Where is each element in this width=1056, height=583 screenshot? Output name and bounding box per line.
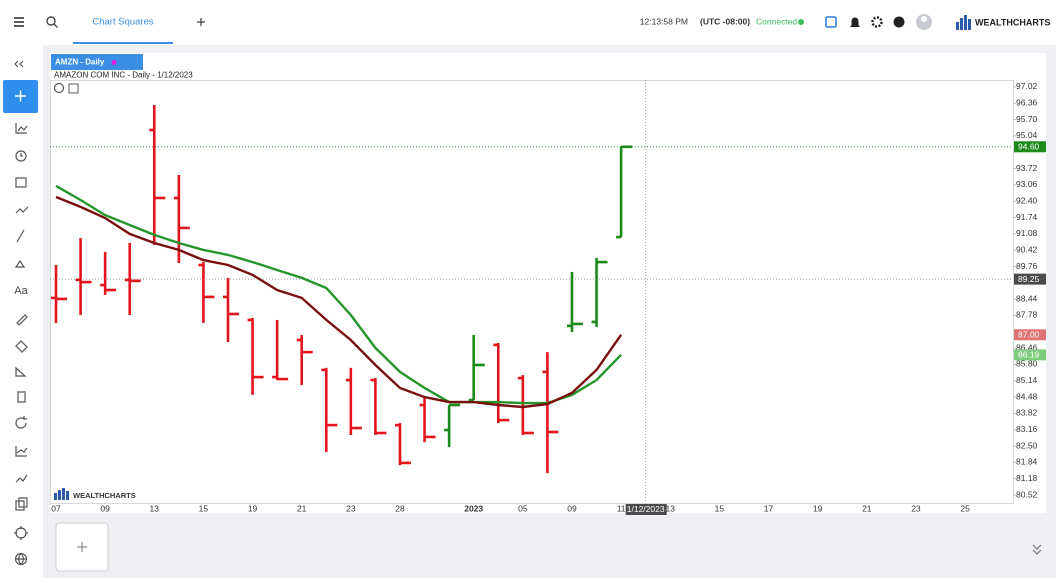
symbol-tab[interactable] xyxy=(51,54,143,70)
sidebar xyxy=(0,45,43,578)
status-dot xyxy=(798,19,804,25)
x-tick-label: 25 xyxy=(960,503,970,513)
y-tick-label: 84.48 xyxy=(1016,391,1038,401)
y-tick-label: 97.02 xyxy=(1016,81,1038,91)
price-label-box xyxy=(1014,141,1046,153)
save-icon[interactable] xyxy=(825,16,837,28)
x-tick-label: 21 xyxy=(862,503,872,513)
price-label: 87.00 xyxy=(1018,330,1040,340)
x-tick-label: 21 xyxy=(297,503,307,513)
menu-icon[interactable] xyxy=(14,17,24,27)
x-tick-label: 13 xyxy=(150,503,160,513)
x-tick-label: 11 xyxy=(617,503,626,513)
y-tick-label: 92.40 xyxy=(1016,195,1038,205)
symbol-dot xyxy=(111,60,117,65)
x-tick-label: 19 xyxy=(248,503,258,513)
expand-icon[interactable] xyxy=(68,83,79,94)
clock: 12:13:58 PM xyxy=(640,16,688,26)
y-tick-label: 95.70 xyxy=(1016,114,1038,124)
x-tick-label: 07 xyxy=(51,503,61,513)
x-tick-label: 15 xyxy=(199,503,209,513)
y-tick-label: 93.72 xyxy=(1016,163,1038,173)
connection-status: Connected xyxy=(756,16,797,26)
y-tick-label: 91.08 xyxy=(1016,228,1038,238)
x-tick-label: 15 xyxy=(715,503,725,513)
y-tick-label: 80.52 xyxy=(1016,489,1038,499)
brand-name: WEALTHCHARTS xyxy=(975,17,1050,27)
chart: 97.02 96.36 95.70 95.04 93.72 93.06 92.40 91.74… xyxy=(50,80,1046,515)
y-tick-label: 95.04 xyxy=(1016,130,1038,140)
avatar-head xyxy=(921,16,927,22)
price-label-box xyxy=(1014,329,1046,341)
y-tick-label: 90.42 xyxy=(1016,244,1038,254)
y-tick-label: 86.46 xyxy=(1016,342,1038,352)
price-label-box xyxy=(1014,349,1046,361)
plot-frame xyxy=(50,80,1014,504)
x-tick-label: 09 xyxy=(100,503,110,513)
add-tab-icon[interactable] xyxy=(197,18,205,26)
x-tick-label: 19 xyxy=(813,503,823,513)
chart-legend: AMAZON COM INC - Daily - 1/12/2023 xyxy=(54,71,193,80)
symbol-tab-label: AMZN - Daily xyxy=(55,58,105,67)
y-tick-label: 89.76 xyxy=(1016,261,1038,271)
y-tick-label: 85.14 xyxy=(1016,375,1038,385)
x-tick-label: 13 xyxy=(666,503,676,513)
y-tick-label: 83.82 xyxy=(1016,408,1038,418)
tab-title[interactable]: Chart Squares xyxy=(92,17,154,28)
sidebar-icons[interactable] xyxy=(14,60,29,566)
moving-average xyxy=(55,195,623,409)
timezone[interactable]: (UTC -08:00) xyxy=(700,16,750,26)
y-tick-label: 87.78 xyxy=(1016,310,1038,320)
price-label: 89.25 xyxy=(1018,274,1040,284)
settings-icon[interactable] xyxy=(871,16,883,28)
price-label-box xyxy=(1014,273,1046,285)
crosshair-date-box xyxy=(625,504,667,515)
x-tick-label: 2023 xyxy=(464,503,483,513)
alert-icon[interactable] xyxy=(850,17,860,27)
brand-logo xyxy=(956,15,971,30)
y-tick-label: 96.36 xyxy=(1016,98,1038,108)
x-tick-label: 17 xyxy=(764,503,774,513)
crosshair-date: 1/12/2023 xyxy=(627,504,665,514)
x-tick-label: 05 xyxy=(518,503,528,513)
x-tick-label: 28 xyxy=(395,503,405,513)
add-chart-icon xyxy=(77,542,87,552)
price-label: 94.60 xyxy=(1018,142,1040,152)
watermark: WEALTHCHARTS xyxy=(73,491,136,500)
x-tick-label: 23 xyxy=(911,503,921,513)
y-tick-label: 81.84 xyxy=(1016,457,1038,467)
search-icon[interactable] xyxy=(46,16,58,28)
watermark-logo xyxy=(54,488,69,500)
tab-underline xyxy=(73,42,173,44)
add-tool-icon xyxy=(15,90,26,102)
help-icon[interactable] xyxy=(893,16,905,28)
top-bar xyxy=(0,0,1056,45)
y-tick-label: 83.16 xyxy=(1016,424,1038,434)
price-label: 86.19 xyxy=(1018,350,1040,360)
y-tick-label: 93.06 xyxy=(1016,179,1038,189)
y-tick-label: 88.44 xyxy=(1016,293,1038,303)
collapse-icon[interactable] xyxy=(1032,544,1042,555)
hide-icon[interactable] xyxy=(53,82,65,94)
x-tick-label: 23 xyxy=(346,503,356,513)
y-tick-label: 85.80 xyxy=(1016,359,1038,369)
moving-average xyxy=(55,184,622,405)
y-tick-label: 82.50 xyxy=(1016,440,1038,450)
y-tick-label: 91.74 xyxy=(1016,212,1038,222)
y-tick-label: 81.18 xyxy=(1016,473,1038,483)
text-tool[interactable]: Aa xyxy=(14,285,28,297)
x-tick-label: 09 xyxy=(567,503,577,513)
